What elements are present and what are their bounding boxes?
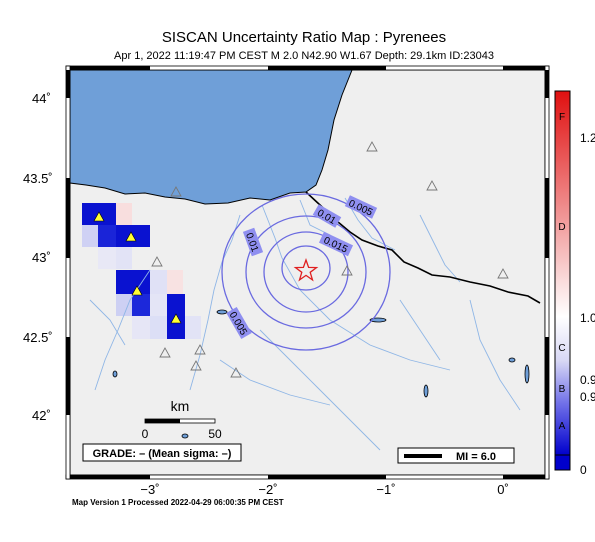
station-triangle-icon <box>366 141 378 152</box>
lat-tick-label: 42.5˚ <box>23 330 53 345</box>
lon-tick-label: −1˚ <box>376 482 395 497</box>
grade-letter: D <box>558 222 565 233</box>
colorbar-gradient <box>554 90 571 456</box>
colorbar-tick-label: 0 <box>580 463 587 477</box>
station-triangle-icon <box>497 268 509 279</box>
colorbar-tick-label: 0.9 <box>580 373 595 387</box>
lakes <box>112 309 530 439</box>
grade-box <box>82 443 242 462</box>
station-triangle-icon <box>194 344 206 355</box>
station-triangle-icon <box>190 360 202 371</box>
lat-tick-label: 44˚ <box>32 91 51 106</box>
scale-tick-fifty: 50 <box>208 427 222 441</box>
colorbar-tick-label: 0.9 <box>580 390 595 404</box>
map-border-ticks <box>65 65 550 480</box>
lon-tick-label: −3˚ <box>140 482 159 497</box>
border-line <box>305 191 541 304</box>
event-info: Apr 1, 2022 11:19:47 PM CEST M 2.0 N42.9… <box>114 50 494 62</box>
lat-tick-label: 43.5˚ <box>23 171 53 186</box>
grade-letter: A <box>559 421 566 432</box>
uncertainty-contours <box>221 193 391 351</box>
grade-text: GRADE: – (Mean sigma: –) <box>93 448 232 460</box>
colorbar: F D C B A 1.2 1.0 0.9 0.9 0 <box>554 90 595 477</box>
colorbar-zero-swatch <box>554 454 571 471</box>
colorbar-tick-label: 1.2 <box>580 131 595 145</box>
sea-bay-of-biscay <box>69 69 353 205</box>
latitude-labels: 44˚ 43.5˚ 43˚ 42.5˚ 42˚ <box>23 91 53 423</box>
station-triangle-icon <box>93 211 105 222</box>
station-triangle-icon <box>170 313 182 324</box>
scale-unit: km <box>171 398 190 414</box>
grade-letter: C <box>558 343 565 354</box>
station-triangle-icon <box>230 367 242 378</box>
processing-footer: Map Version 1 Processed 2022-04-29 06:00… <box>72 498 284 507</box>
longitude-labels: −3˚ −2˚ −1˚ 0˚ <box>140 482 508 497</box>
stations <box>93 141 509 378</box>
lat-tick-label: 43˚ <box>32 250 51 265</box>
colorbar-tick-label: 1.0 <box>580 311 595 325</box>
contour-labels: 0.005 0.01 0.015 0.01 0.005 <box>226 195 378 339</box>
epicenter-star-icon <box>293 258 319 282</box>
grade-letter: F <box>559 112 565 123</box>
map-panel: 0.005 0.01 0.015 0.01 0.005 <box>65 65 550 480</box>
scale-tick-zero: 0 <box>142 427 149 441</box>
map-title: SISCAN Uncertainty Ratio Map : Pyrenees <box>162 29 446 46</box>
mi-legend-text: MI = 6.0 <box>456 451 496 463</box>
station-triangle-icon <box>341 265 353 276</box>
station-triangle-icon <box>125 231 137 242</box>
mi-legend-box <box>397 447 515 464</box>
uncertainty-grid <box>82 203 201 339</box>
station-triangle-icon <box>170 186 182 197</box>
scale-bar: km 0 50 <box>142 398 222 441</box>
lon-tick-label: −2˚ <box>258 482 277 497</box>
station-triangle-icon <box>151 256 163 267</box>
mi-legend-line <box>404 454 442 458</box>
lon-tick-label: 0˚ <box>497 482 509 497</box>
grade-letter: B <box>559 384 566 395</box>
station-triangle-icon <box>159 347 171 358</box>
station-triangle-icon <box>426 180 438 191</box>
station-triangle-icon <box>131 285 143 296</box>
lat-tick-label: 42˚ <box>32 408 51 423</box>
